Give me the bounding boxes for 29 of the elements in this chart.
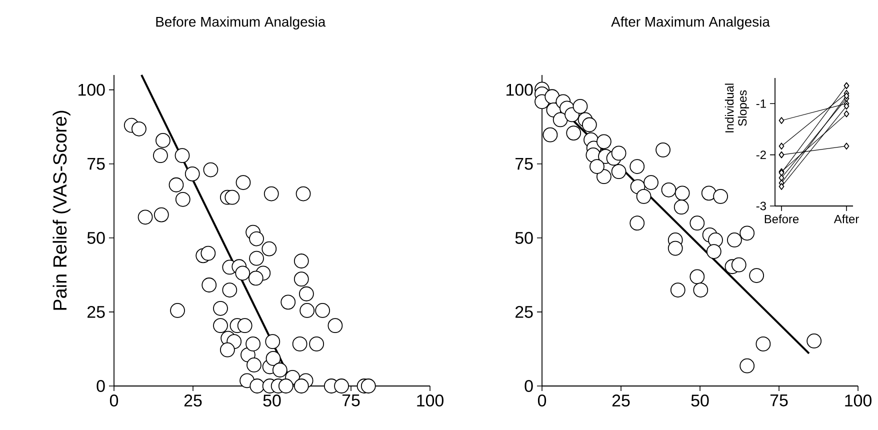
y-tick-label: 0: [524, 380, 533, 392]
y-tick-label: 50: [515, 232, 533, 244]
x-tick-label: 0: [110, 394, 118, 407]
x-tick-label: Before: [764, 214, 799, 224]
x-tick-label: 50: [263, 394, 281, 407]
y-tick-label: -2: [756, 150, 766, 159]
x-tick-label: After: [834, 214, 859, 224]
y-tick-label: -1: [756, 99, 766, 108]
y-tick-label: 75: [516, 158, 533, 170]
x-tick-label: 0: [538, 394, 546, 407]
y-tick-label: -3: [756, 202, 766, 210]
x-tick-label: 50: [691, 394, 709, 407]
y-axis-title: Individual Slopes: [724, 84, 750, 132]
y-tick-label: 75: [88, 158, 105, 170]
x-tick-label: 25: [612, 394, 630, 407]
y-tick-label: 25: [516, 306, 533, 318]
x-tick-label: 100: [845, 394, 872, 407]
y-axis-title: Pain Relief (VAS-Score): [52, 110, 70, 310]
chart-title: After Maximum Analgesia: [611, 16, 770, 30]
y-tick-label: 50: [87, 232, 105, 244]
y-tick-label: 100: [506, 84, 533, 96]
x-tick-label: 25: [184, 394, 202, 407]
x-tick-label: 75: [770, 394, 788, 406]
chart-title: Before Maximum Analgesia: [156, 16, 326, 30]
y-tick-label: 25: [88, 306, 105, 318]
y-tick-label: 100: [78, 84, 105, 96]
x-tick-label: 100: [417, 394, 444, 407]
x-tick-label: 75: [342, 394, 360, 406]
y-tick-label: 0: [96, 380, 105, 392]
